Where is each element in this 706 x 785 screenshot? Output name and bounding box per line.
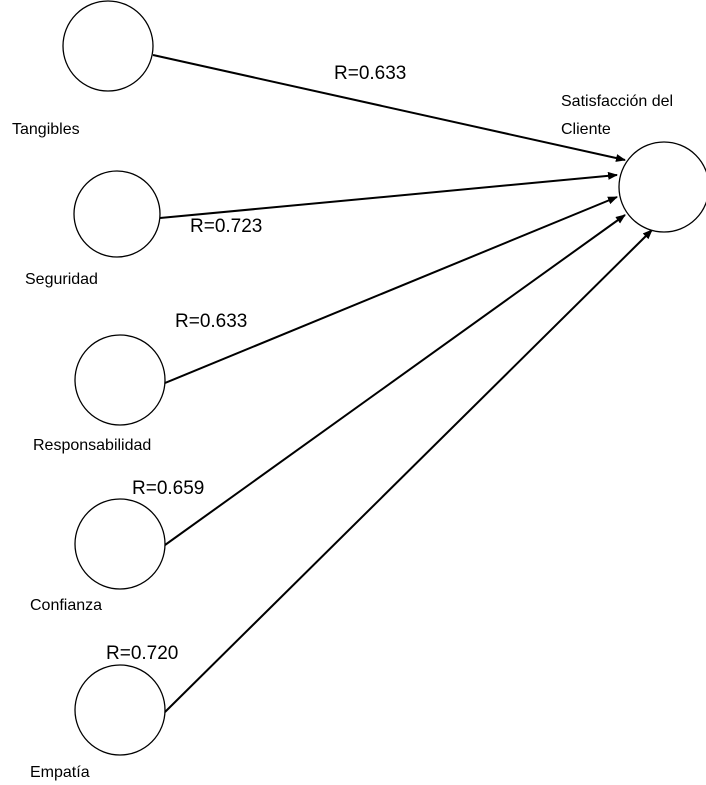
edge-label-tangibles: R=0.633 (334, 63, 406, 84)
label-satisfaccion-line-1: Satisfacción del (561, 93, 673, 110)
node-seguridad (73, 170, 161, 258)
label-confianza: Confianza (30, 597, 102, 614)
edge-confianza (164, 214, 626, 546)
edges (152, 54, 653, 713)
node-satisfaccion-cliente (618, 141, 706, 233)
edge-tangibles (152, 54, 626, 162)
node-tangibles (62, 0, 154, 92)
edge-responsabilidad (164, 196, 618, 384)
label-responsabilidad: Responsabilidad (33, 437, 151, 454)
edge-empatia (164, 229, 653, 713)
edge-seguridad (159, 171, 618, 219)
edge-label-responsabilidad: R=0.633 (175, 311, 247, 332)
label-tangibles: Tangibles (12, 121, 80, 138)
edge-label-empatia: R=0.720 (106, 643, 178, 664)
node-empatia (74, 664, 166, 756)
label-empatia: Empatía (30, 764, 90, 781)
edge-label-seguridad: R=0.723 (190, 216, 262, 237)
node-responsabilidad (74, 334, 166, 426)
source-nodes (62, 0, 166, 756)
label-seguridad: Seguridad (25, 271, 98, 288)
edge-label-confianza: R=0.659 (132, 478, 204, 499)
label-satisfaccion-line-2: Cliente (561, 121, 611, 138)
node-confianza (74, 498, 166, 590)
